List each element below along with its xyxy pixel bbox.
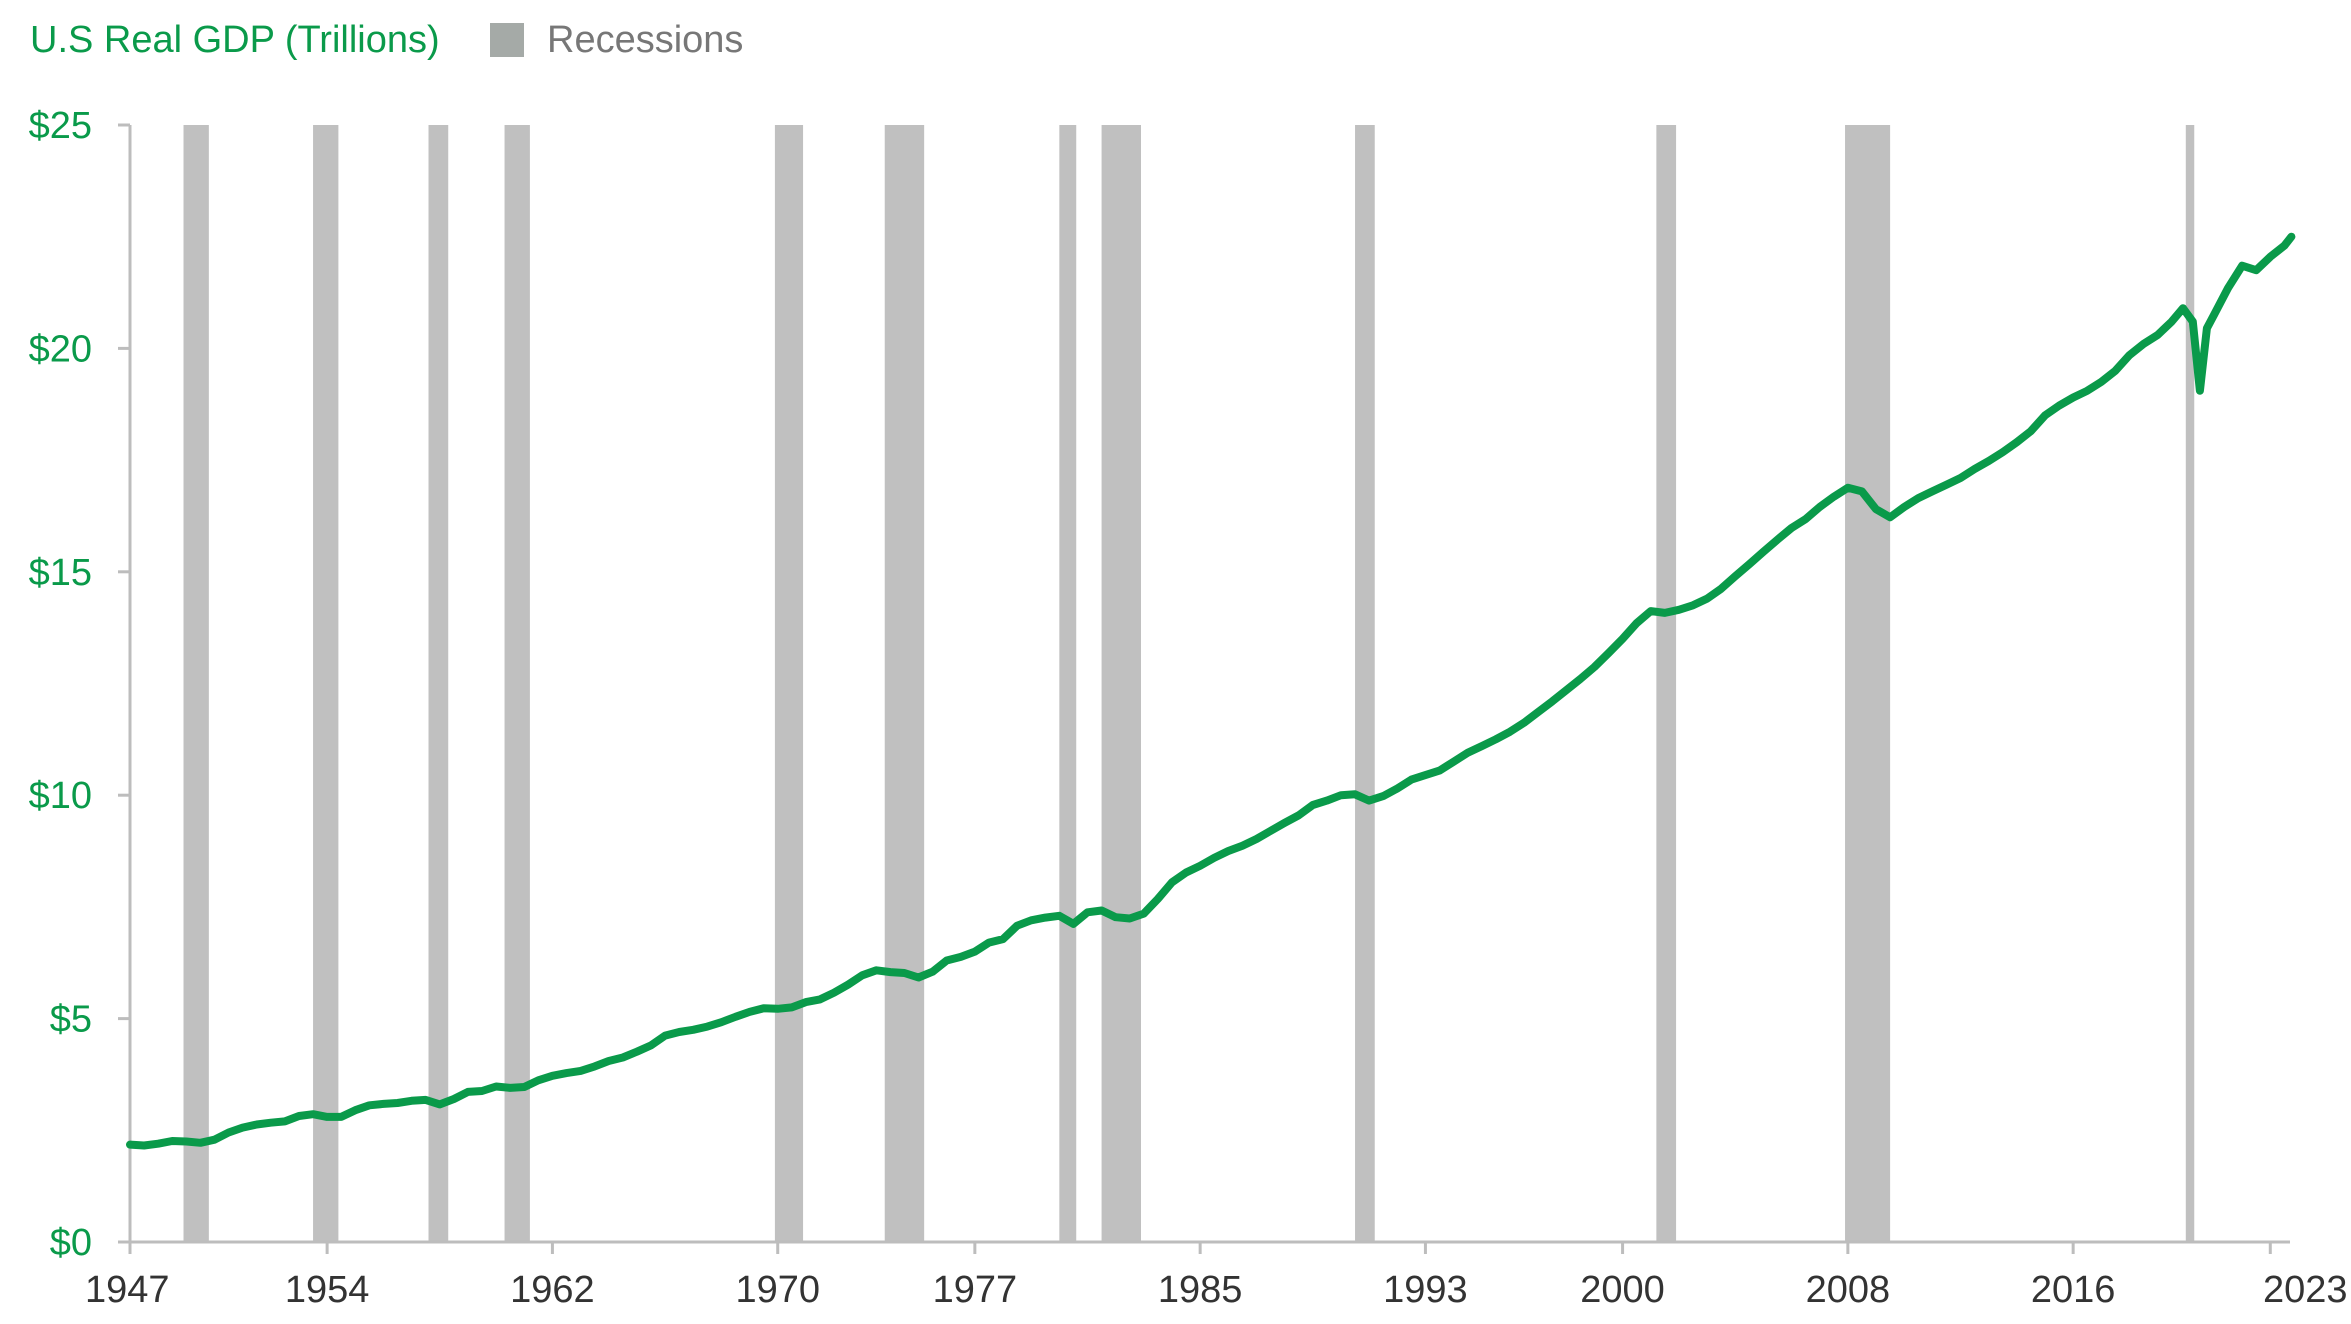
- recession-band-1: [183, 125, 209, 1242]
- y-tick-label: $10: [29, 775, 92, 817]
- recession-bands: [183, 125, 2195, 1242]
- x-tick-label: 1993: [1383, 1269, 1468, 1311]
- x-tick-label: 1985: [1158, 1269, 1243, 1311]
- recession-band-11: [1845, 125, 1891, 1242]
- x-tick-label: 2008: [1806, 1269, 1891, 1311]
- recession-band-4: [504, 125, 530, 1242]
- x-tick-label: 2000: [1580, 1269, 1665, 1311]
- x-tick-label: 1962: [510, 1269, 595, 1311]
- chart-title: U.S Real GDP (Trillions): [30, 19, 440, 61]
- axes: [118, 123, 2290, 1254]
- recession-band-10: [1656, 125, 1677, 1242]
- chart-legend: U.S Real GDP (Trillions) Recessions: [30, 19, 743, 61]
- y-tick-label: $25: [29, 105, 92, 147]
- recession-band-3: [428, 125, 449, 1242]
- recession-band-7: [1059, 125, 1077, 1242]
- y-axis-labels: $0 $5 $10 $15 $20 $25: [29, 105, 92, 1264]
- x-tick-label: 1970: [735, 1269, 820, 1311]
- legend-swatch-recessions: [490, 23, 524, 57]
- recession-band-9: [1355, 125, 1375, 1242]
- y-tick-label: $15: [29, 552, 92, 594]
- recession-band-8: [1101, 125, 1142, 1242]
- y-tick-label: $5: [50, 999, 92, 1041]
- x-tick-label: 2023: [2263, 1269, 2348, 1311]
- x-tick-label: 1954: [285, 1269, 370, 1311]
- recession-band-5: [774, 125, 804, 1242]
- x-tick-label: 1947: [85, 1269, 170, 1311]
- x-tick-label: 1977: [933, 1269, 1018, 1311]
- recession-band-6: [884, 125, 925, 1242]
- gdp-line-layer: [126, 232, 2296, 1150]
- y-tick-label: $0: [50, 1222, 92, 1264]
- y-tick-label: $20: [29, 328, 92, 370]
- x-axis-labels: 1947 1954 1962 1970 1977 1985 1993 2000 2008 2016…: [85, 1269, 2348, 1311]
- legend-label-recessions: Recessions: [547, 19, 743, 61]
- x-tick-label: 2016: [2031, 1269, 2116, 1311]
- gdp-series-line: [126, 232, 2296, 1150]
- recession-band-12: [2185, 125, 2195, 1242]
- recession-band-2: [313, 125, 339, 1242]
